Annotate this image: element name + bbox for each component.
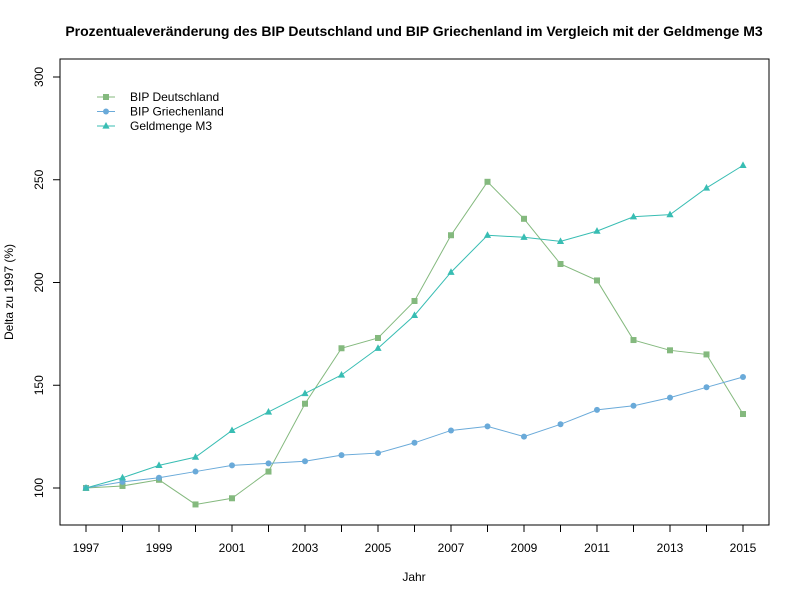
x-tick-label: 2005 <box>365 541 392 555</box>
data-point-geldmenge-m3 <box>82 484 90 491</box>
data-point-bip-deutschland <box>594 277 600 284</box>
x-tick-label: 2001 <box>219 541 246 555</box>
data-point-bip-deutschland <box>265 468 272 475</box>
data-point-bip-deutschland <box>119 482 126 489</box>
data-point-bip-griechenland <box>740 374 746 381</box>
data-point-bip-deutschland <box>703 351 710 358</box>
x-tick-label: 1997 <box>73 541 100 555</box>
data-point-bip-griechenland <box>229 462 235 469</box>
data-point-bip-griechenland <box>411 439 418 446</box>
data-point-bip-griechenland <box>375 450 381 457</box>
y-tick-label: 150 <box>32 375 46 395</box>
data-point-geldmenge-m3 <box>556 237 565 244</box>
series-geldmenge-m3 <box>82 161 747 491</box>
data-point-geldmenge-m3 <box>301 389 309 397</box>
legend-marker <box>102 122 110 129</box>
data-point-bip-griechenland <box>448 427 454 434</box>
x-tick-label: 1999 <box>146 541 173 555</box>
data-point-geldmenge-m3 <box>264 407 273 415</box>
x-tick-label: 2011 <box>584 541 610 555</box>
y-axis-label: Delta zu 1997 (%) <box>2 244 16 340</box>
data-point-geldmenge-m3 <box>483 231 492 238</box>
data-point-bip-griechenland <box>338 452 345 459</box>
legend-label: BIP Griechenland <box>130 105 224 119</box>
data-point-bip-deutschland <box>338 345 345 352</box>
data-point-bip-deutschland <box>521 215 527 222</box>
data-point-geldmenge-m3 <box>410 311 419 318</box>
y-axis: 100 150 200 250 300 <box>32 67 61 498</box>
data-point-bip-griechenland <box>484 423 491 430</box>
data-point-geldmenge-m3 <box>228 426 236 434</box>
legend-item-geldmenge-m3: Geldmenge M3 <box>97 119 212 133</box>
y-tick-label: 100 <box>32 478 46 498</box>
data-point-bip-deutschland <box>229 495 235 502</box>
data-point-bip-griechenland <box>521 433 527 440</box>
legend-marker <box>103 108 109 115</box>
data-point-bip-deutschland <box>740 411 746 418</box>
data-point-geldmenge-m3 <box>629 212 638 220</box>
data-point-bip-deutschland <box>192 501 199 508</box>
legend-marker <box>103 94 109 100</box>
data-point-geldmenge-m3 <box>155 461 163 468</box>
data-point-bip-griechenland <box>302 458 308 465</box>
x-tick-label: 2013 <box>657 541 684 555</box>
data-point-bip-griechenland <box>265 460 272 467</box>
data-point-geldmenge-m3 <box>520 233 528 240</box>
data-point-bip-deutschland <box>411 297 418 304</box>
x-tick-label: 2015 <box>730 541 757 555</box>
legend-label: Geldmenge M3 <box>130 119 212 133</box>
data-point-bip-deutschland <box>667 347 673 354</box>
legend-label: BIP Deutschland <box>130 90 219 104</box>
chart-title: Prozentualeveränderung des BIP Deutschla… <box>65 23 763 39</box>
data-point-geldmenge-m3 <box>702 183 711 191</box>
data-point-geldmenge-m3 <box>337 370 346 378</box>
data-point-geldmenge-m3 <box>447 268 455 275</box>
data-point-geldmenge-m3 <box>191 453 200 460</box>
x-tick-label: 2007 <box>438 541 465 555</box>
data-point-bip-griechenland <box>192 468 199 475</box>
data-point-bip-griechenland <box>667 394 673 401</box>
data-point-bip-deutschland <box>375 334 381 341</box>
data-point-bip-deutschland <box>448 232 454 239</box>
y-tick-label: 250 <box>32 169 46 189</box>
data-point-geldmenge-m3 <box>593 227 601 234</box>
data-point-bip-deutschland <box>557 261 564 268</box>
data-point-bip-griechenland <box>594 406 600 413</box>
data-point-bip-deutschland <box>630 337 637 344</box>
legend-item-bip-deutschland: BIP Deutschland <box>97 90 219 104</box>
data-point-bip-griechenland <box>703 384 710 391</box>
x-tick-label: 2003 <box>292 541 319 555</box>
data-point-geldmenge-m3 <box>118 473 127 481</box>
x-tick-label: 2009 <box>511 541 538 555</box>
legend-item-bip-griechenland: BIP Griechenland <box>97 105 224 119</box>
data-point-geldmenge-m3 <box>666 210 674 218</box>
data-point-geldmenge-m3 <box>374 344 382 351</box>
data-point-bip-deutschland <box>484 178 491 185</box>
x-axis-label: Jahr <box>402 570 425 584</box>
data-point-bip-griechenland <box>557 421 564 428</box>
series-bip-griechenland <box>83 374 746 491</box>
data-point-bip-griechenland <box>156 474 162 481</box>
y-tick-label: 200 <box>32 272 46 292</box>
y-tick-label: 300 <box>32 67 46 87</box>
data-point-bip-deutschland <box>302 400 308 407</box>
data-point-bip-griechenland <box>630 402 637 409</box>
data-point-bip-griechenland <box>119 478 126 485</box>
x-axis: 1997 1999 2001 2003 2005 2007 2009 2011 2013 2015 <box>73 524 757 555</box>
series-layer <box>82 161 747 508</box>
data-point-geldmenge-m3 <box>739 161 747 168</box>
